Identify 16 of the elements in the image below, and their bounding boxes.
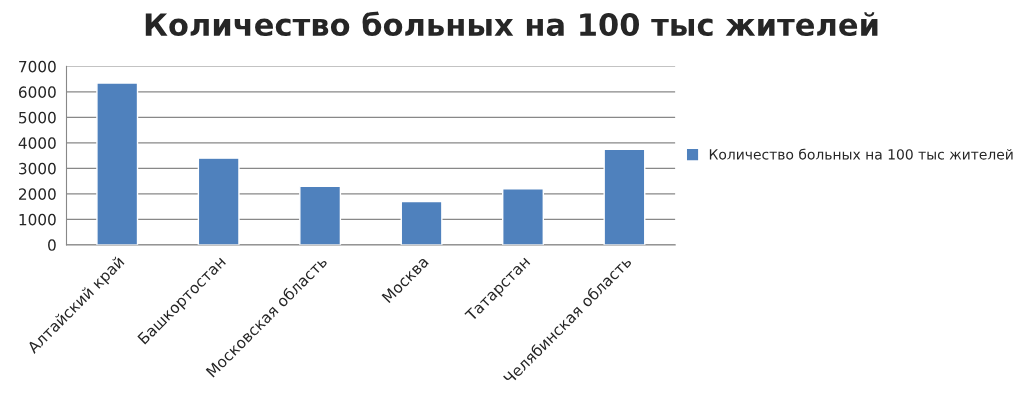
bar (400, 200, 443, 245)
bar (96, 82, 139, 245)
y-tick-label: 6000 (18, 86, 56, 98)
bar (299, 185, 342, 245)
legend-label: Количество больных на 100 тыс жителей (709, 148, 1013, 160)
bar (197, 157, 240, 245)
y-tick-label: 5000 (19, 111, 56, 124)
bar (603, 148, 646, 245)
y-tick-label: 7000 (19, 60, 56, 73)
y-tick-label: 1000 (19, 213, 56, 226)
y-tick-label: 3000 (19, 162, 56, 175)
y-tick-label: 4000 (18, 137, 56, 149)
y-tick-label: 0 (48, 239, 56, 251)
y-tick-label: 2000 (19, 188, 56, 200)
chart-title: Количество больных на 100 тыс жителей (145, 11, 878, 37)
bar (502, 188, 544, 245)
